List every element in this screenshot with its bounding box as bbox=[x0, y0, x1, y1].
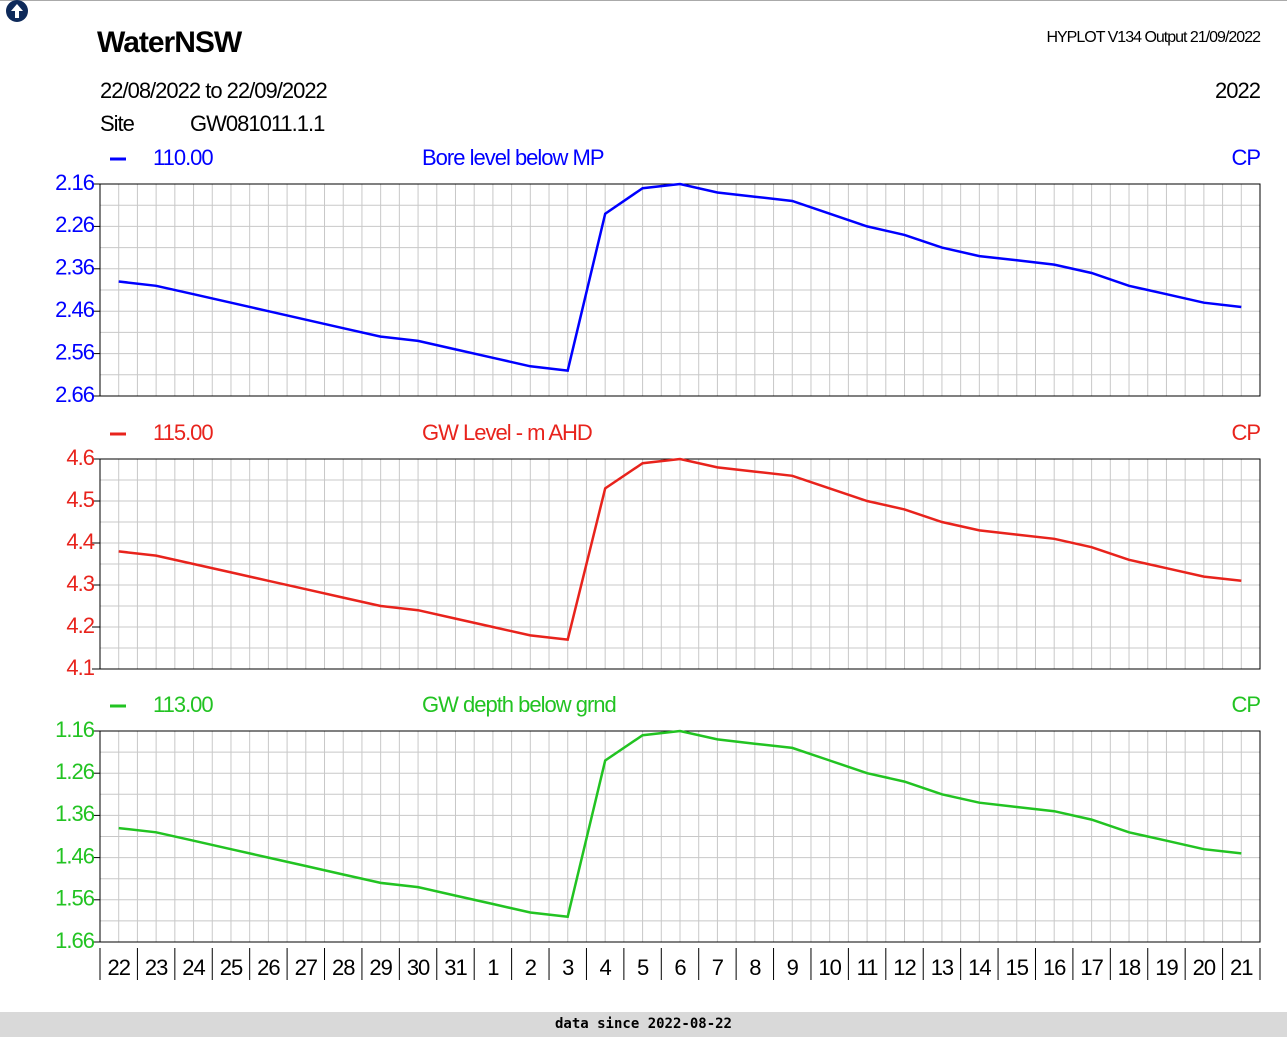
y-tick-label: 1.66 bbox=[55, 928, 95, 953]
x-tick-label: 21 bbox=[1230, 955, 1253, 980]
y-tick-label: 1.26 bbox=[55, 759, 95, 784]
chart-subtitle: Bore level below MP bbox=[422, 145, 604, 170]
annotation: CP bbox=[1231, 692, 1260, 717]
period: 22/08/2022 to 22/09/2022 bbox=[100, 78, 328, 103]
x-tick-label: 26 bbox=[257, 955, 280, 980]
program: HYPLOT V134 Output 21/09/2022 bbox=[1046, 29, 1261, 46]
chart: WaterNSW HYPLOT V134 Output 21/09/2022 2… bbox=[0, 0, 1287, 980]
x-tick-label: 20 bbox=[1193, 955, 1216, 980]
year: 2022 bbox=[1215, 78, 1261, 103]
y-tick-label: 1.56 bbox=[55, 886, 95, 911]
y-tick-label: 4.6 bbox=[66, 445, 94, 470]
y-tick-label: 4.2 bbox=[66, 613, 94, 638]
chart-subtitle: GW Level - m AHD bbox=[422, 420, 592, 445]
x-tick-label: 23 bbox=[145, 955, 168, 980]
x-tick-label: 8 bbox=[749, 955, 761, 980]
x-tick-label: 27 bbox=[295, 955, 318, 980]
y-tick-label: 1.36 bbox=[55, 801, 95, 826]
x-tick-label: 15 bbox=[1006, 955, 1029, 980]
app-title: WaterNSW bbox=[97, 26, 243, 59]
x-tick-label: 19 bbox=[1155, 955, 1178, 980]
x-tick-label: 14 bbox=[968, 955, 991, 980]
x-tick-label: 24 bbox=[182, 955, 205, 980]
x-tick-label: 16 bbox=[1043, 955, 1066, 980]
annotation: CP bbox=[1231, 420, 1260, 445]
x-tick-label: 17 bbox=[1080, 955, 1103, 980]
x-tick-label: 2 bbox=[525, 955, 537, 980]
legend-label: 115.00 bbox=[153, 420, 213, 445]
x-tick-label: 1 bbox=[487, 955, 499, 980]
footer: data since 2022-08-22 bbox=[0, 1012, 1287, 1037]
site-label: Site bbox=[100, 111, 135, 136]
y-tick-label: 2.56 bbox=[55, 339, 95, 364]
y-tick-label: 1.16 bbox=[55, 717, 95, 742]
x-tick-label: 13 bbox=[931, 955, 954, 980]
x-tick-label: 9 bbox=[787, 955, 799, 980]
y-tick-label: 4.5 bbox=[66, 487, 94, 512]
y-tick-label: 2.16 bbox=[55, 170, 95, 195]
site: GW081011.1.1 bbox=[190, 111, 325, 136]
y-tick-label: 2.26 bbox=[55, 212, 95, 237]
x-tick-label: 7 bbox=[712, 955, 724, 980]
series-line bbox=[118, 729, 1242, 919]
x-tick-label: 5 bbox=[637, 955, 649, 980]
x-tick-label: 29 bbox=[369, 955, 392, 980]
chart-subtitle: GW depth below grnd bbox=[422, 692, 616, 717]
annotation: CP bbox=[1231, 145, 1260, 170]
scroll-up-icon[interactable] bbox=[6, 0, 28, 22]
x-tick-label: 28 bbox=[332, 955, 355, 980]
x-tick-label: 6 bbox=[674, 955, 686, 980]
x-tick-label: 30 bbox=[407, 955, 430, 980]
x-tick-label: 25 bbox=[220, 955, 243, 980]
y-tick-label: 2.36 bbox=[55, 255, 95, 280]
series-line bbox=[118, 182, 1242, 372]
x-tick-label: 4 bbox=[600, 955, 612, 980]
legend-label: 110.00 bbox=[153, 145, 213, 170]
y-tick-label: 1.46 bbox=[55, 843, 95, 868]
x-tick-label: 11 bbox=[857, 955, 879, 980]
y-tick-label: 2.46 bbox=[55, 297, 95, 322]
x-tick-label: 22 bbox=[107, 955, 130, 980]
x-tick-label: 31 bbox=[444, 955, 467, 980]
legend-label: 113.00 bbox=[153, 692, 213, 717]
series-line bbox=[118, 457, 1242, 641]
x-tick-label: 18 bbox=[1118, 955, 1141, 980]
y-tick-label: 4.4 bbox=[66, 529, 94, 554]
x-tick-label: 3 bbox=[562, 955, 574, 980]
y-tick-label: 4.1 bbox=[66, 655, 94, 680]
y-tick-label: 2.66 bbox=[55, 382, 95, 407]
y-tick-label: 4.3 bbox=[66, 571, 94, 596]
x-tick-label: 10 bbox=[818, 955, 841, 980]
x-tick-label: 12 bbox=[893, 955, 916, 980]
